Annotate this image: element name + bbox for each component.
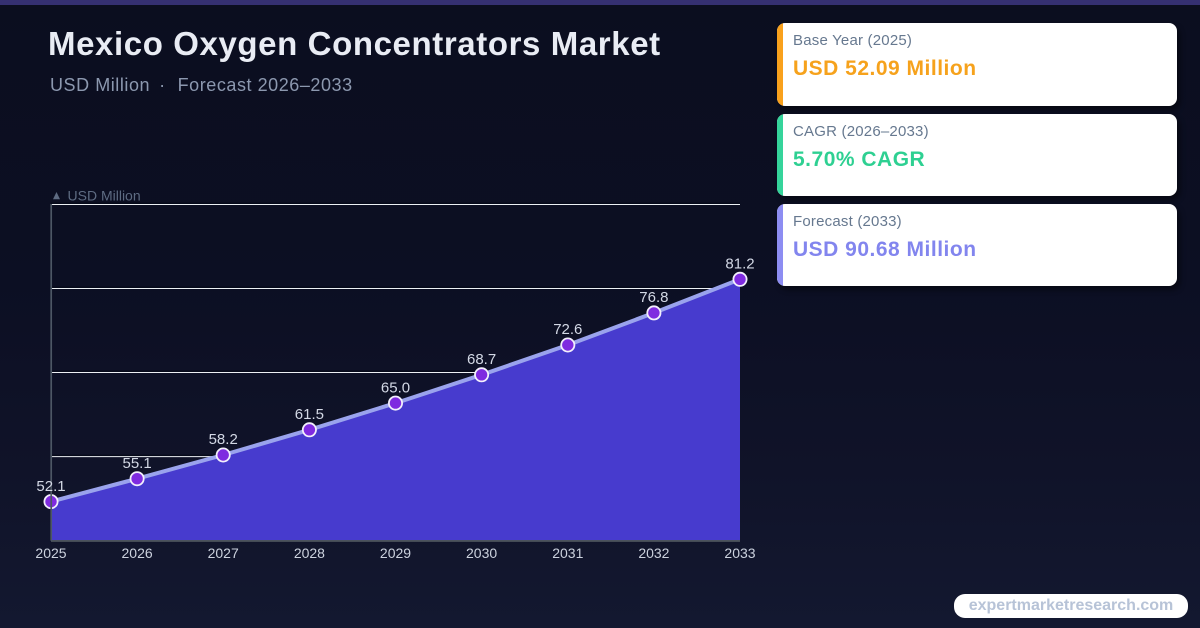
svg-text:2026: 2026: [122, 545, 153, 561]
svg-text:65.0: 65.0: [381, 379, 410, 396]
svg-text:2032: 2032: [638, 545, 669, 561]
svg-text:55.1: 55.1: [122, 455, 151, 472]
svg-text:81.2: 81.2: [725, 256, 754, 273]
svg-text:2027: 2027: [208, 545, 239, 561]
svg-text:52.1: 52.1: [36, 478, 65, 495]
svg-text:2028: 2028: [294, 545, 325, 561]
svg-text:72.6: 72.6: [553, 321, 582, 338]
svg-text:2029: 2029: [380, 545, 411, 561]
svg-text:58.2: 58.2: [209, 431, 238, 448]
svg-text:2030: 2030: [466, 545, 497, 561]
svg-text:2031: 2031: [552, 545, 583, 561]
svg-text:2025: 2025: [35, 545, 66, 561]
svg-text:68.7: 68.7: [467, 351, 496, 368]
svg-text:USD Million: USD Million: [68, 188, 141, 204]
svg-text:61.5: 61.5: [295, 406, 324, 423]
svg-text:2033: 2033: [724, 545, 755, 561]
svg-text:76.8: 76.8: [639, 289, 668, 306]
